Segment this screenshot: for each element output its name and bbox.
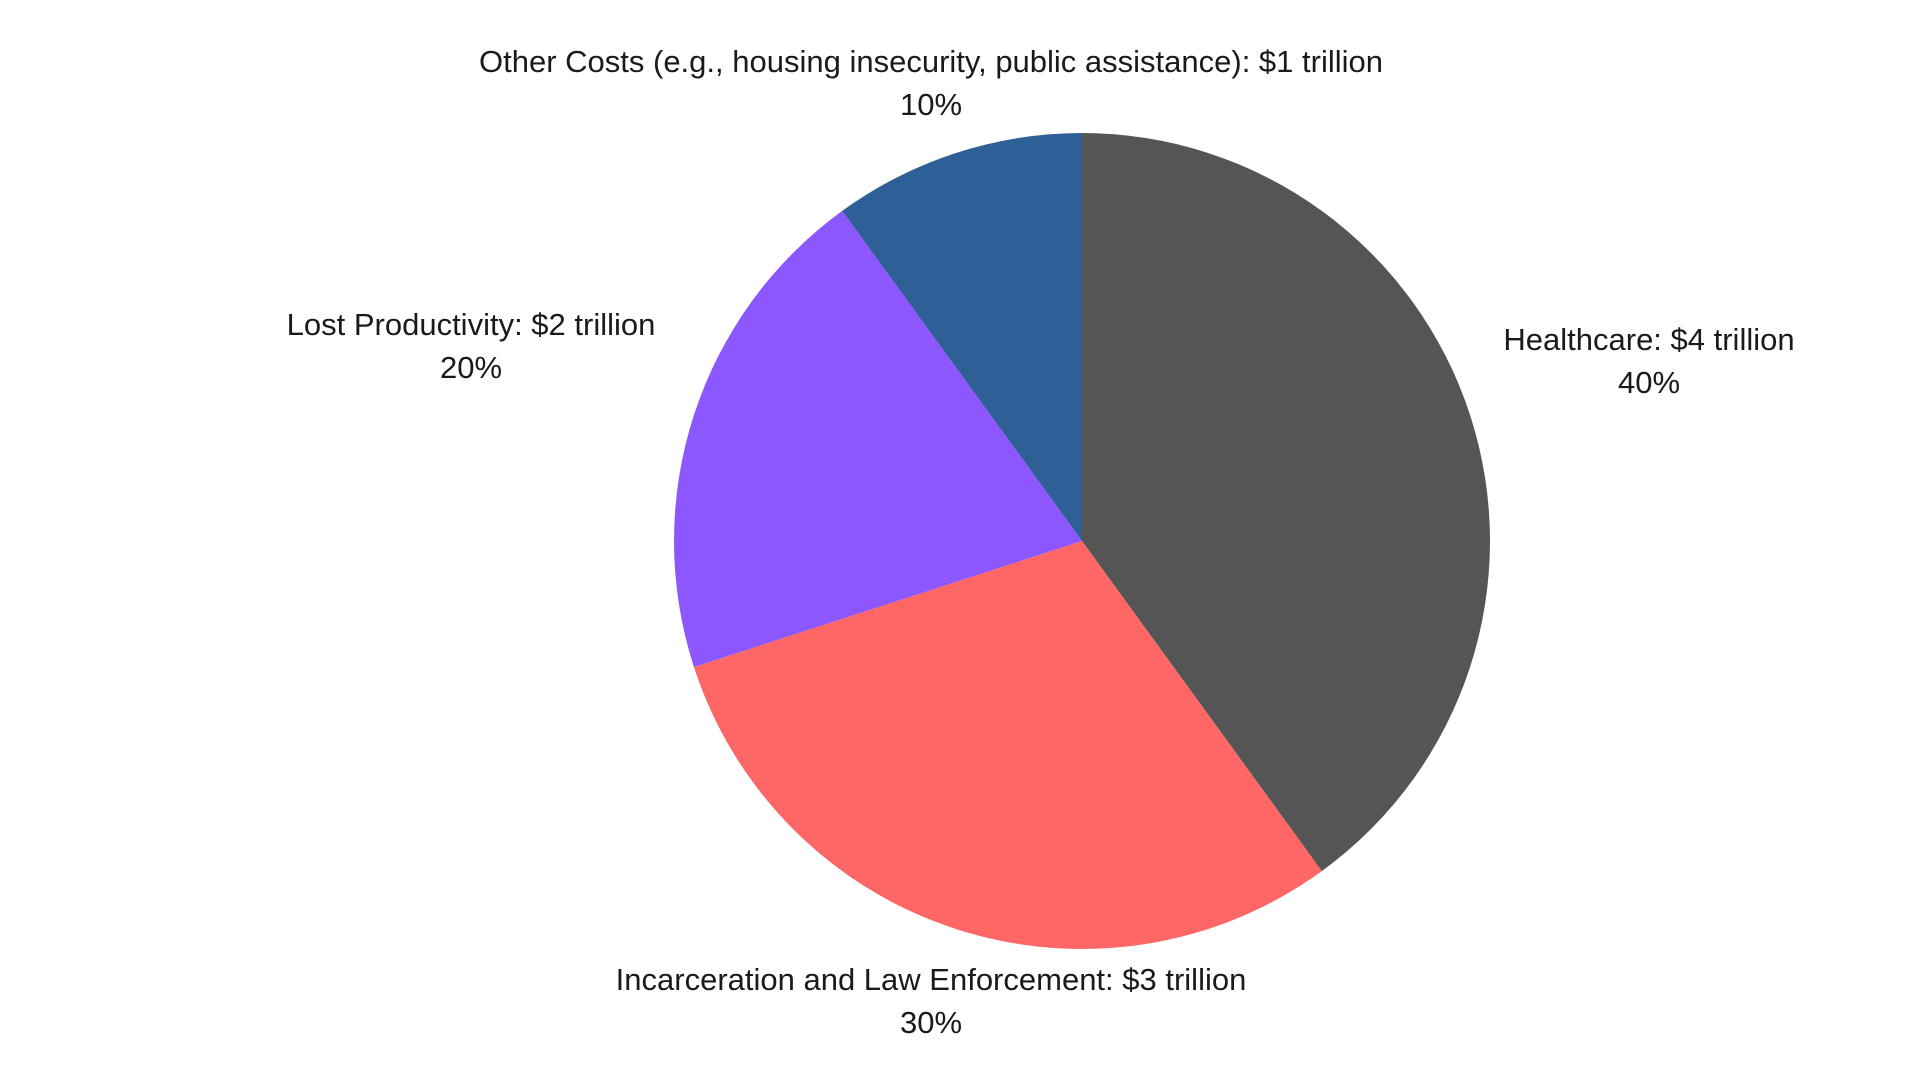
slice-percent: 30% bbox=[900, 1005, 962, 1040]
slice-label: Lost Productivity: $2 trillion bbox=[287, 307, 656, 342]
slice-percent: 40% bbox=[1618, 365, 1680, 400]
slice-percent: 10% bbox=[900, 87, 962, 122]
slice-label: Incarceration and Law Enforcement: $3 tr… bbox=[616, 962, 1247, 997]
slice-label: Healthcare: $4 trillion bbox=[1503, 322, 1794, 357]
slice-percent: 20% bbox=[440, 350, 502, 385]
pie-slice bbox=[842, 133, 1082, 541]
pie-slice bbox=[674, 210, 1082, 668]
pie-slice bbox=[693, 541, 1322, 949]
slice-label: Other Costs (e.g., housing insecurity, p… bbox=[479, 44, 1383, 79]
pie-slice bbox=[1082, 133, 1490, 872]
